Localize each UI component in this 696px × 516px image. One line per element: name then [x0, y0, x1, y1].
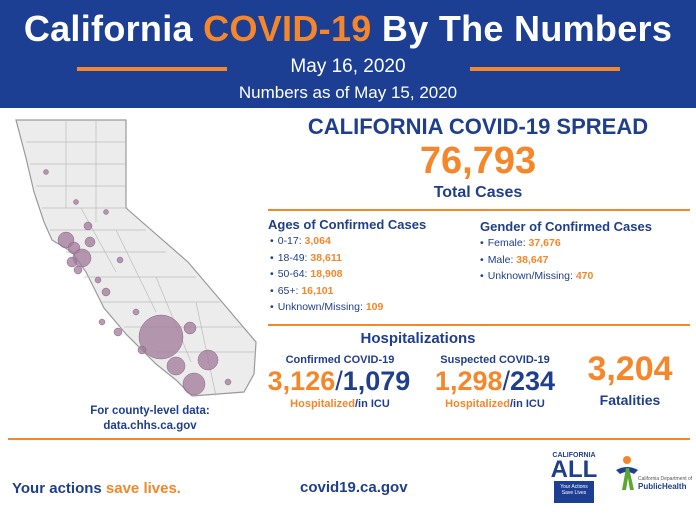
covid-site-link[interactable]: covid19.ca.gov	[300, 479, 408, 496]
divider-top	[268, 209, 690, 211]
suspected-label: Suspected COVID-19	[440, 354, 550, 366]
public-health-logo: California Department of PublicHealth	[612, 450, 692, 512]
suspected-values: 1,298/234	[434, 366, 556, 396]
public-health-figure-icon	[616, 456, 638, 490]
header-rule-right	[470, 67, 620, 71]
california-map	[15, 119, 257, 397]
confirmed-values: 3,126/1,079	[267, 366, 411, 396]
total-cases-value: 76,793	[419, 140, 537, 182]
total-cases-label: Total Cases	[433, 184, 523, 201]
state-outline	[15, 119, 257, 397]
confirmed-label: Confirmed COVID-19	[285, 354, 395, 366]
california-all-logo: CALIFORNIA ALL Your Actions Save Lives	[550, 452, 598, 512]
public-health-text: California Department of PublicHealth	[638, 476, 693, 491]
divider-bottom	[8, 438, 690, 440]
report-date: May 16, 2020	[290, 56, 406, 77]
fatalities-label: Fatalities	[599, 392, 661, 408]
logo-all-top: CALIFORNIA	[552, 452, 596, 459]
list-item: 0-17: 3,064	[270, 235, 383, 252]
gender-heading: Gender of Confirmed Cases	[480, 219, 652, 234]
case-bubbles	[43, 169, 232, 396]
header-banner: California COVID-19 By The Numbers May 1…	[0, 0, 696, 108]
confirmed-sublabel: Hospitalized/in ICU	[290, 398, 390, 410]
map-caption-line1: For county-level data:	[90, 405, 210, 417]
list-item: 50-64: 18,908	[270, 268, 383, 285]
list-item: Unknown/Missing: 470	[480, 270, 594, 287]
list-item: Female: 37,676	[480, 237, 593, 254]
spread-title: CALIFORNIA COVID-19 SPREAD	[307, 114, 649, 139]
suspected-sublabel: Hospitalized/in ICU	[445, 398, 545, 410]
list-item: Unknown/Missing: 109	[270, 301, 384, 318]
hospitalizations-title: Hospitalizations	[360, 330, 476, 347]
county-data-link[interactable]: data.chhs.ca.gov	[103, 420, 197, 432]
fatalities-value: 3,204	[587, 350, 673, 388]
list-item: Male: 38,647	[480, 254, 593, 271]
map-caption: For county-level data: data.chhs.ca.gov	[60, 404, 240, 434]
gender-list: Female: 37,676 Male: 38,647 Unknown/Miss…	[480, 237, 594, 287]
footer-tagline: Your actions save lives.	[12, 480, 181, 497]
header-rule-left	[77, 67, 227, 71]
logo-all-box: Your Actions Save Lives	[554, 481, 594, 503]
logo-all-word: ALL	[550, 456, 598, 483]
ages-list: 0-17: 3,064 18-49: 38,611 50-64: 18,908 …	[270, 235, 384, 318]
list-item: 65+: 16,101	[270, 285, 383, 302]
list-item: 18-49: 38,611	[270, 252, 383, 269]
ages-heading: Ages of Confirmed Cases	[268, 217, 427, 232]
divider-middle	[268, 324, 690, 326]
data-as-of: Numbers as of May 15, 2020	[238, 83, 458, 102]
page-title: California COVID-19 By The Numbers	[23, 8, 673, 49]
